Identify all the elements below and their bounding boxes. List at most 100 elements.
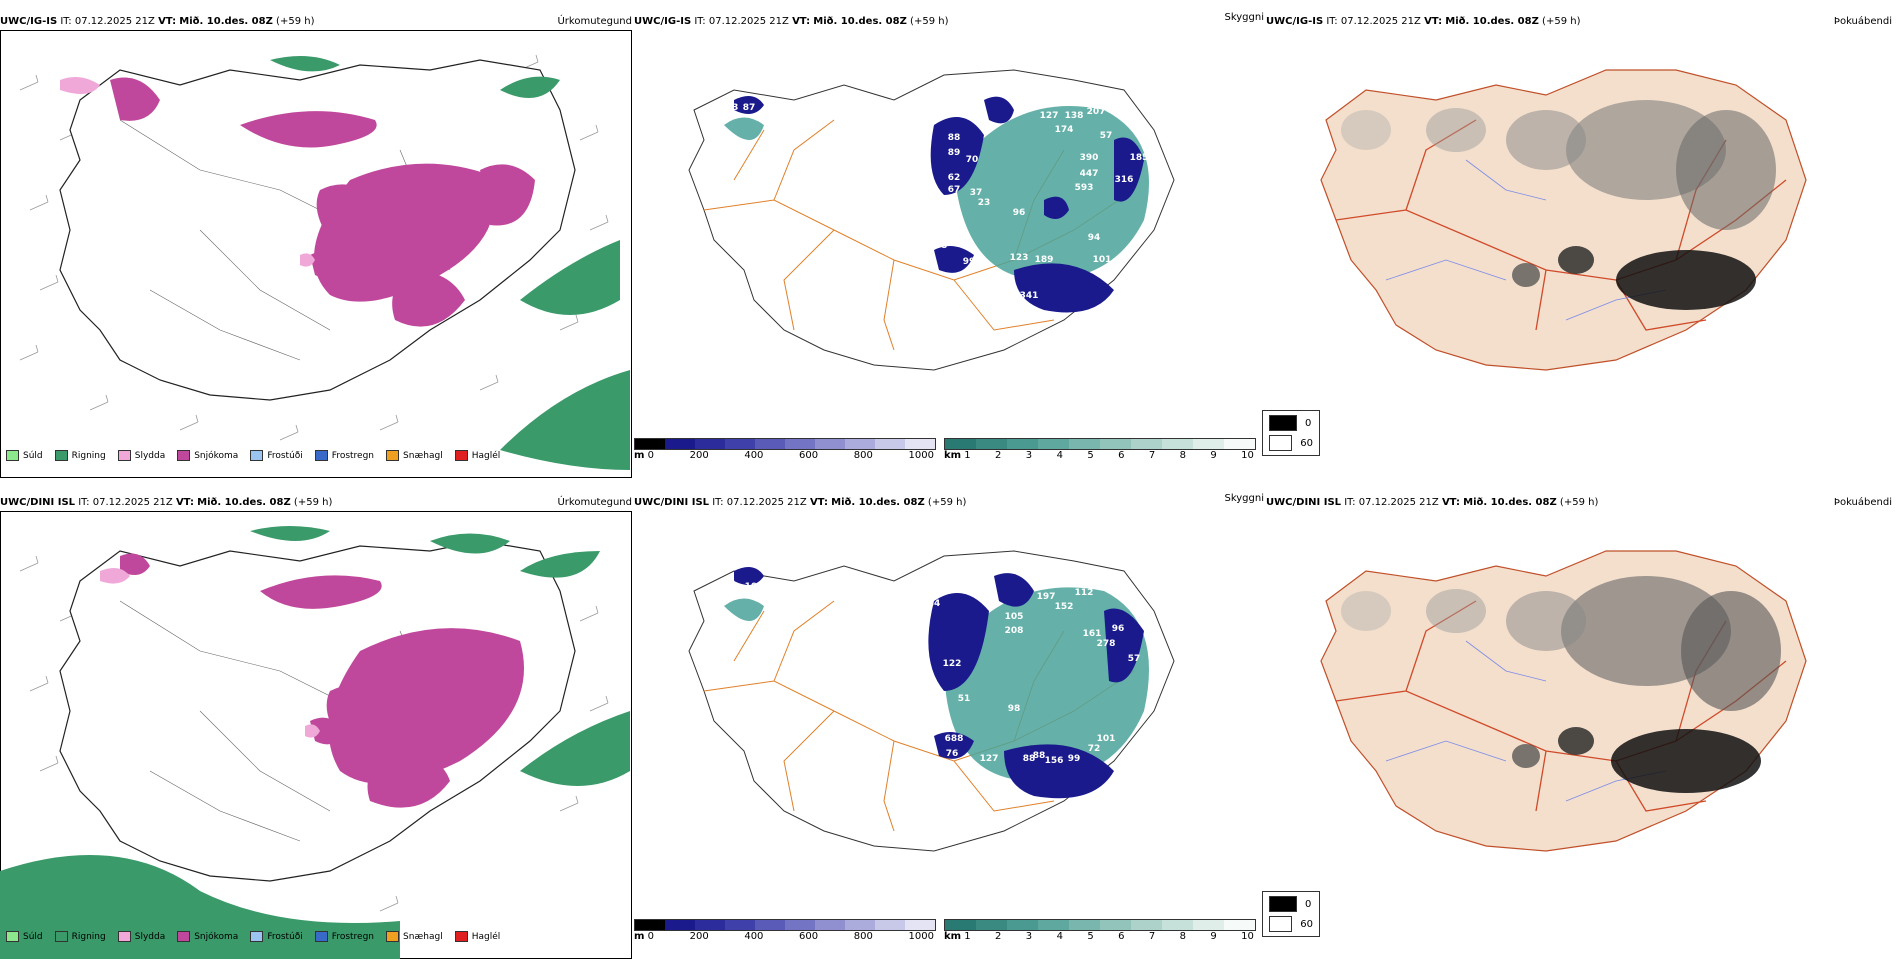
vt-label: VT: bbox=[809, 497, 828, 508]
visibility-value-label: 161 bbox=[1083, 629, 1102, 639]
m-scale-bar bbox=[634, 919, 936, 931]
it-label: IT: bbox=[694, 16, 706, 27]
visibility-value-label: 208 bbox=[1005, 626, 1024, 636]
visibility-value-label: 207 bbox=[1087, 107, 1106, 117]
visibility-value-label: 70 bbox=[966, 155, 979, 165]
fog-legend-dark bbox=[1269, 896, 1297, 912]
visibility-value-label: 688 bbox=[945, 734, 964, 744]
precip-map bbox=[0, 511, 632, 959]
it-value: 07.12.2025 21Z bbox=[92, 497, 173, 508]
visibility-value-label: 107 bbox=[745, 582, 764, 592]
legend-item: Slydda bbox=[117, 931, 165, 942]
legend-item: Snjókoma bbox=[177, 931, 238, 942]
legend-swatch bbox=[386, 450, 400, 461]
it-value: 07.12.2025 21Z bbox=[74, 16, 155, 27]
visibility-value-label: 156 bbox=[1045, 756, 1064, 766]
visibility-panel-1: UWC/IG-IS IT: 07.12.2025 21Z VT: Mið. 10… bbox=[634, 12, 1264, 466]
legend-swatch bbox=[6, 450, 19, 461]
row-2: UWC/DINI ISL IT: 07.12.2025 21Z VT: Mið.… bbox=[0, 493, 1900, 959]
legend-item: Súld bbox=[6, 931, 43, 942]
visibility-value-label: 99 bbox=[963, 257, 976, 267]
legend-item: Haglél bbox=[454, 931, 500, 942]
lead-time: (+59 h) bbox=[293, 497, 333, 508]
rain-areas bbox=[270, 56, 630, 470]
row-1: UWC/IG-IS IT: 07.12.2025 21Z VT: Mið. 10… bbox=[0, 12, 1900, 478]
snow-areas bbox=[120, 553, 524, 808]
variable-name: Þokuábendi bbox=[1833, 497, 1892, 508]
visibility-value-label: 101 bbox=[1097, 734, 1116, 744]
fog-map bbox=[1320, 550, 1807, 852]
model-name: UWC/DINI ISL bbox=[0, 497, 76, 508]
sleet-areas bbox=[100, 567, 320, 738]
visibility-value-label: 82 bbox=[723, 579, 736, 589]
visibility-value-label: 96 bbox=[955, 231, 968, 241]
legend-item: Frostregn bbox=[314, 931, 374, 942]
scale-unit: m bbox=[634, 931, 645, 942]
visibility-value-label: 233 bbox=[720, 103, 739, 113]
lead-time: (+59 h) bbox=[276, 16, 315, 27]
visibility-value-label: 593 bbox=[1075, 183, 1094, 193]
vt-value: Mið. 10.des. 08Z bbox=[813, 16, 907, 27]
model-name: UWC/IG-IS bbox=[0, 16, 58, 27]
fog-panel-2: UWC/DINI ISL IT: 07.12.2025 21Z VT: Mið.… bbox=[1262, 497, 1900, 947]
visibility-value-label: 185 bbox=[1130, 153, 1149, 163]
legend-item: Frostúði bbox=[250, 931, 303, 942]
visibility-value-label: 76 bbox=[946, 749, 959, 759]
legend-swatch bbox=[454, 931, 468, 942]
legend-swatch bbox=[6, 931, 19, 942]
rain-areas bbox=[0, 526, 630, 959]
vt-value: Mið. 10.des. 08Z bbox=[831, 497, 925, 508]
visibility-value-label: 341 bbox=[1020, 291, 1039, 301]
visibility-value-label: 37 bbox=[970, 188, 983, 198]
visibility-value-label: 152 bbox=[1055, 602, 1074, 612]
visibility-value-label: 123 bbox=[1010, 253, 1029, 263]
visibility-value-label: 122 bbox=[943, 659, 962, 669]
legend-item: Frostúði bbox=[250, 450, 303, 461]
visibility-value-label: 189 bbox=[1035, 255, 1054, 265]
legend-item: Rigning bbox=[54, 450, 106, 461]
panel-title: UWC/DINI ISL IT: 07.12.2025 21Z VT: Mið.… bbox=[0, 497, 332, 508]
it-label: IT: bbox=[60, 16, 72, 27]
fog-legend-light bbox=[1269, 435, 1293, 451]
visibility-value-label: 190 bbox=[1035, 576, 1054, 586]
km-scale-bar bbox=[944, 919, 1256, 931]
panel-title: UWC/DINI ISL IT: 07.12.2025 21Z VT: Mið.… bbox=[634, 497, 966, 508]
panel-title: UWC/DINI ISL IT: 07.12.2025 21Z VT: Mið.… bbox=[1266, 497, 1598, 508]
visibility-value-label: 72 bbox=[1088, 744, 1101, 754]
visibility-value-label: 96 bbox=[1112, 624, 1125, 634]
vt-value: Mið. 10.des. 08Z bbox=[197, 497, 291, 508]
legend-swatch bbox=[177, 450, 191, 461]
fog-legend-dark bbox=[1269, 415, 1297, 431]
m-scale-bar bbox=[634, 438, 936, 450]
visibility-value-label: 73 bbox=[964, 764, 977, 774]
it-value: 07.12.2025 21Z bbox=[708, 16, 789, 27]
precip-panel-2: UWC/DINI ISL IT: 07.12.2025 21Z VT: Mið.… bbox=[0, 497, 632, 959]
vt-label: VT: bbox=[158, 16, 177, 27]
fog-legend: 0 60 bbox=[1262, 410, 1320, 456]
visibility-panel-2: UWC/DINI ISL IT: 07.12.2025 21Z VT: Mið.… bbox=[634, 493, 1264, 947]
visibility-value-label: 447 bbox=[1080, 169, 1099, 179]
model-name: UWC/IG-IS bbox=[634, 16, 692, 27]
model-name: UWC/DINI ISL bbox=[1266, 497, 1342, 508]
visibility-value-label: 127 bbox=[1040, 111, 1059, 121]
snow-areas bbox=[110, 77, 535, 327]
precip-panel-1: UWC/IG-IS IT: 07.12.2025 21Z VT: Mið. 10… bbox=[0, 16, 632, 478]
visibility-value-label: 112 bbox=[1075, 588, 1094, 598]
visibility-value-label: 84 bbox=[928, 599, 941, 609]
visibility-value-label: 98 bbox=[1008, 704, 1021, 714]
panel-title: UWC/IG-IS IT: 07.12.2025 21Z VT: Mið. 10… bbox=[634, 16, 948, 27]
visibility-value-label: 105 bbox=[1005, 612, 1024, 622]
fog-legend-light bbox=[1269, 916, 1293, 932]
variable-name: Úrkomutegund bbox=[557, 497, 632, 508]
legend-swatch bbox=[386, 931, 400, 942]
legend-item: Snjókoma bbox=[177, 450, 238, 461]
legend-swatch bbox=[177, 931, 191, 942]
visibility-value-label: 101 bbox=[1093, 255, 1112, 265]
scale-unit: m bbox=[634, 450, 645, 461]
visibility-value-label: 108 bbox=[1035, 93, 1054, 103]
m-scale-ticks: m 0 200 400 600 800 1000 bbox=[634, 931, 934, 942]
visibility-value-label: 88 bbox=[1023, 754, 1036, 764]
vt-label: VT: bbox=[792, 16, 811, 27]
